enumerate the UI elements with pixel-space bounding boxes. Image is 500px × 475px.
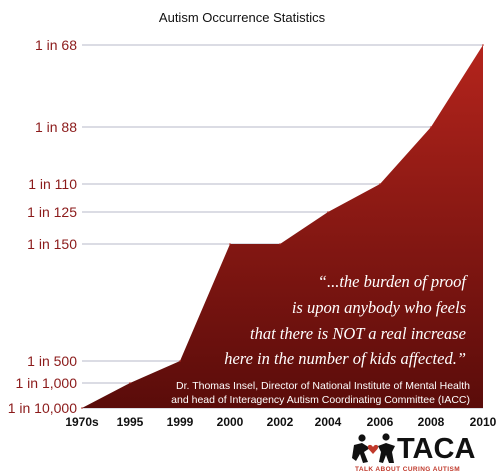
area-series [82, 45, 483, 408]
y-tick-label: 1 in 125 [27, 204, 77, 220]
chart-title: Autism Occurrence Statistics [159, 10, 326, 25]
x-tick-label: 1995 [117, 415, 144, 429]
attribution-line: Dr. Thomas Insel, Director of National I… [176, 380, 470, 392]
y-tick-label: 1 in 110 [28, 176, 77, 192]
data-point-2000 [229, 243, 231, 245]
data-point-2002 [279, 243, 281, 245]
data-area [81, 44, 484, 409]
y-axis-ticks: 1 in 68 1 in 88 1 in 110 1 in 125 1 in 150 1 … [8, 37, 78, 416]
y-tick-label: 1 in 500 [27, 353, 77, 369]
x-tick-label: 1970s [65, 415, 99, 429]
y-tick-label: 1 in 150 [27, 236, 77, 252]
quote-line: is upon anybody who feels [292, 298, 466, 317]
x-tick-label: 2010 [470, 415, 497, 429]
data-point-1970s [81, 407, 83, 409]
data-point-2006 [379, 183, 381, 185]
x-tick-label: 2006 [367, 415, 394, 429]
data-point-2010 [482, 44, 484, 46]
y-tick-label: 1 in 10,000 [8, 400, 77, 416]
y-tick-label: 1 in 88 [35, 119, 77, 135]
x-tick-label: 2008 [418, 415, 445, 429]
data-point-1995 [129, 382, 131, 384]
data-point-2008 [430, 126, 432, 128]
y-tick-label: 1 in 68 [35, 37, 77, 53]
y-tick-label: 1 in 1,000 [16, 375, 78, 391]
x-tick-label: 2002 [267, 415, 294, 429]
attribution-line: and head of Interagency Autism Coordinat… [171, 394, 470, 406]
data-point-2004 [327, 211, 329, 213]
x-tick-label: 2004 [315, 415, 342, 429]
x-axis-ticks: 1970s 1995 1999 2000 2002 2004 2006 2008 2010 [65, 415, 496, 429]
quote-annotation: “...the burden of proof is upon anybody … [171, 272, 470, 406]
x-tick-label: 1999 [167, 415, 194, 429]
x-tick-label: 2000 [217, 415, 244, 429]
quote-line: that there is NOT a real increase [250, 324, 466, 343]
logo-figures-icon [352, 433, 395, 463]
data-point-1999 [179, 360, 181, 362]
taca-logo: TACA TALK ABOUT CURING AUTISM [352, 433, 475, 473]
logo-name: TACA [397, 433, 475, 465]
logo-tagline: TALK ABOUT CURING AUTISM [355, 466, 460, 473]
quote-line: here in the number of kids affected.” [224, 349, 466, 368]
quote-line: “...the burden of proof [318, 272, 469, 291]
